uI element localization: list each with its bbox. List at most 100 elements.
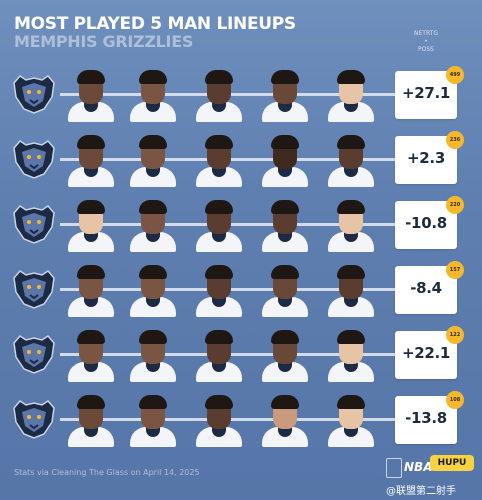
player-hair <box>337 395 365 409</box>
player-hair <box>205 135 233 149</box>
jersey-collar <box>344 297 358 307</box>
player-hair <box>271 135 299 149</box>
page-title: MOST PLAYED 5 MAN LINEUPS <box>14 14 296 34</box>
possessions-badge: 122 <box>446 326 464 344</box>
jersey-collar <box>212 167 226 177</box>
nba-wordmark: NBA <box>404 460 433 474</box>
jersey-collar <box>212 427 226 437</box>
player-hair <box>271 265 299 279</box>
player-headshot <box>258 328 312 382</box>
net-rating-value: +22.1 <box>401 344 451 362</box>
player-headshot <box>126 328 180 382</box>
player-jersey <box>262 427 308 447</box>
player-jersey <box>196 102 242 122</box>
source-credit: Stats via Cleaning The Glass on April 14… <box>14 468 200 477</box>
possessions-badge: 157 <box>446 261 464 279</box>
player-hair <box>77 330 105 344</box>
grizzlies-logo-icon <box>13 205 55 244</box>
lineup-row: +2.3 236 <box>0 131 482 191</box>
hupu-logo: HUPU <box>430 455 474 471</box>
grizzlies-logo-icon <box>13 400 55 439</box>
jersey-collar <box>278 167 292 177</box>
metric-separator: • <box>424 38 428 45</box>
player-jersey <box>130 297 176 317</box>
player-hair <box>77 265 105 279</box>
player-headshot <box>126 68 180 122</box>
player-hair <box>139 265 167 279</box>
jersey-collar <box>212 102 226 112</box>
player-jersey <box>328 362 374 382</box>
lineup-row: -8.4 157 <box>0 261 482 321</box>
player-hair <box>77 135 105 149</box>
lineup-row: +27.1 499 <box>0 66 482 126</box>
player-jersey <box>130 362 176 382</box>
page-subtitle: MEMPHIS GRIZZLIES <box>14 32 194 51</box>
lineup-row: -10.8 220 <box>0 196 482 256</box>
player-headshot <box>324 68 378 122</box>
player-hair <box>337 135 365 149</box>
player-hair <box>77 395 105 409</box>
player-jersey <box>68 297 114 317</box>
player-headshot <box>126 263 180 317</box>
possessions-badge: 499 <box>446 66 464 84</box>
player-jersey <box>130 232 176 252</box>
possessions-badge: 220 <box>446 196 464 214</box>
jersey-collar <box>146 297 160 307</box>
player-jersey <box>328 102 374 122</box>
jersey-collar <box>146 427 160 437</box>
player-hair <box>77 200 105 214</box>
jersey-collar <box>278 232 292 242</box>
player-hair <box>139 330 167 344</box>
player-headshot <box>192 263 246 317</box>
player-headshot <box>64 328 118 382</box>
player-hair <box>337 200 365 214</box>
player-hair <box>271 330 299 344</box>
jersey-collar <box>212 297 226 307</box>
player-hair <box>271 395 299 409</box>
jersey-collar <box>84 102 98 112</box>
player-jersey <box>196 362 242 382</box>
player-jersey <box>328 427 374 447</box>
jersey-collar <box>344 427 358 437</box>
jersey-collar <box>146 167 160 177</box>
lineup-row: -13.8 108 <box>0 391 482 451</box>
jersey-collar <box>344 167 358 177</box>
net-rating-value: +27.1 <box>401 84 451 102</box>
player-hair <box>205 70 233 84</box>
player-headshot <box>192 393 246 447</box>
player-hair <box>139 200 167 214</box>
player-jersey <box>196 427 242 447</box>
player-jersey <box>196 167 242 187</box>
jersey-collar <box>84 297 98 307</box>
net-rating-value: -13.8 <box>405 409 447 427</box>
jersey-collar <box>84 167 98 177</box>
lineup-row: +22.1 122 <box>0 326 482 386</box>
jersey-collar <box>84 232 98 242</box>
nba-logo-icon <box>386 458 402 478</box>
jersey-collar <box>344 102 358 112</box>
player-hair <box>77 70 105 84</box>
player-headshot <box>126 133 180 187</box>
player-headshot <box>192 68 246 122</box>
player-headshot <box>64 393 118 447</box>
jersey-collar <box>344 232 358 242</box>
player-headshot <box>258 133 312 187</box>
player-hair <box>271 70 299 84</box>
possessions-badge: 108 <box>446 391 464 409</box>
player-hair <box>139 135 167 149</box>
player-headshot <box>126 198 180 252</box>
player-jersey <box>68 427 114 447</box>
player-headshot <box>126 393 180 447</box>
metric-poss-label: POSS <box>418 46 434 53</box>
net-rating-value: -8.4 <box>410 279 442 297</box>
metric-netrtg-label: NETRTG <box>414 30 438 37</box>
jersey-collar <box>146 232 160 242</box>
jersey-collar <box>212 362 226 372</box>
player-jersey <box>68 102 114 122</box>
player-hair <box>205 395 233 409</box>
player-headshot <box>324 328 378 382</box>
player-jersey <box>68 167 114 187</box>
player-jersey <box>68 232 114 252</box>
grizzlies-logo-icon <box>13 270 55 309</box>
